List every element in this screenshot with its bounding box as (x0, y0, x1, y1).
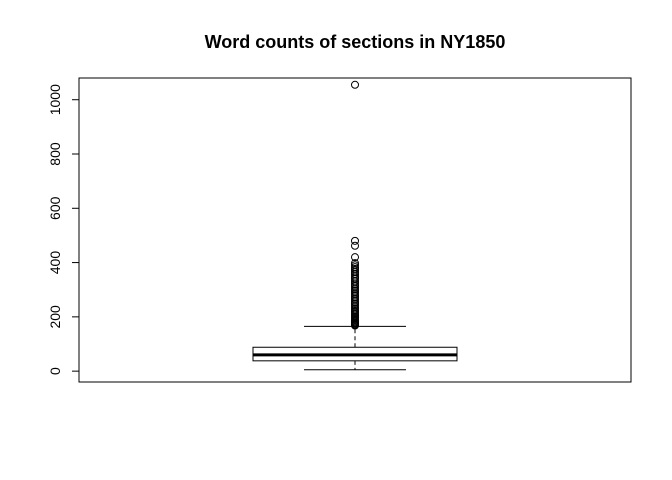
y-tick-label: 400 (47, 251, 63, 275)
y-tick-label: 800 (47, 142, 63, 166)
y-tick-label: 200 (47, 305, 63, 329)
outlier-point (351, 253, 359, 262)
outlier-point (351, 80, 359, 89)
outlier-point (351, 236, 359, 245)
outlier-point (351, 241, 359, 250)
outlier-point (351, 321, 359, 330)
outlier-group (351, 80, 359, 330)
y-axis: 0 200 400 600 800 1000 (47, 84, 80, 375)
y-tick-label: 1000 (47, 84, 63, 115)
y-tick-label: 600 (47, 196, 63, 220)
y-tick-label: 0 (47, 367, 63, 375)
chart-title: Word counts of sections in NY1850 (205, 32, 506, 52)
box-group (252, 325, 458, 371)
